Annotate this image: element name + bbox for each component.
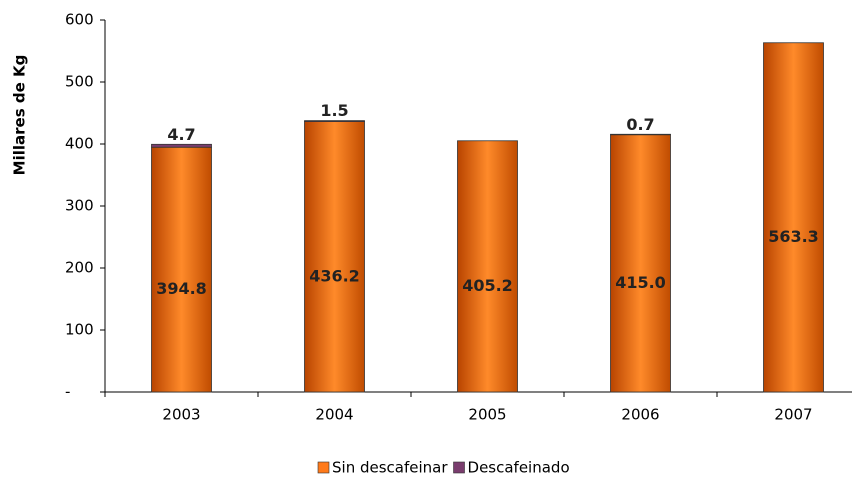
y-tick-label: 200 [65, 259, 94, 277]
bar-segment [610, 134, 671, 393]
y-tick-label: 500 [65, 73, 94, 91]
bar-segment [151, 143, 212, 148]
y-tick-label: - [65, 383, 70, 401]
bar-segment [763, 42, 824, 393]
y-tick-label: 100 [65, 321, 94, 339]
legend-swatch [317, 461, 330, 474]
data-label: 405.2 [462, 276, 513, 295]
y-tick-label: 600 [65, 11, 94, 29]
bar-segment [457, 140, 518, 393]
data-label: 436.2 [309, 266, 360, 285]
data-label: 415.0 [615, 273, 666, 292]
data-label: 1.5 [320, 101, 348, 120]
bar-segment [151, 146, 212, 393]
y-tick-label: 300 [65, 197, 94, 215]
x-tick-label: 2003 [162, 406, 200, 424]
x-tick-label: 2007 [774, 406, 812, 424]
bar-segment [304, 121, 365, 393]
legend-label: Sin descafeinar [332, 459, 448, 477]
data-label: 563.3 [768, 227, 819, 246]
data-label: 4.7 [167, 125, 195, 144]
y-axis-label: Millares de Kg [11, 55, 29, 176]
bar-segment [610, 133, 671, 136]
x-tick-label: 2005 [468, 406, 506, 424]
x-tick-label: 2006 [621, 406, 659, 424]
y-tick-label: 400 [65, 135, 94, 153]
x-tick-label: 2004 [315, 406, 353, 424]
data-label: 394.8 [156, 279, 207, 298]
legend-swatch [453, 461, 465, 474]
data-label: 0.7 [626, 115, 654, 134]
legend-label: Descafeinado [468, 459, 570, 477]
bar-segment [304, 120, 365, 122]
